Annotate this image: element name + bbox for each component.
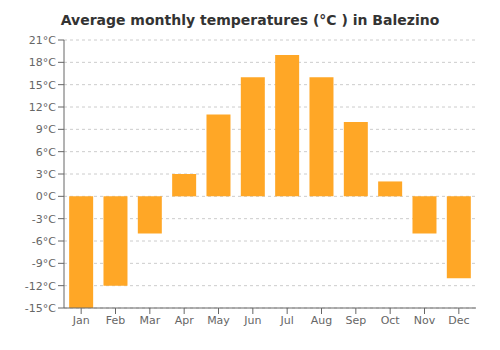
svg-text:-3°C: -3°C [32, 213, 56, 226]
svg-text:6°C: 6°C [36, 146, 56, 159]
svg-text:Mar: Mar [139, 314, 160, 327]
svg-text:-6°C: -6°C [32, 235, 56, 248]
svg-text:Jun: Jun [243, 314, 261, 327]
svg-text:Jul: Jul [280, 314, 294, 327]
svg-text:May: May [207, 314, 230, 327]
svg-text:12°C: 12°C [29, 101, 56, 114]
svg-text:Sep: Sep [345, 314, 366, 327]
html-text:Average monthly temperatures (: Average monthly temperatures (°C ) in Ba… [60, 12, 440, 28]
svg-text:Feb: Feb [106, 314, 125, 327]
svg-text:15°C: 15°C [29, 79, 56, 92]
svg-text:Apr: Apr [175, 314, 195, 327]
svg-text:21°C: 21°C [29, 34, 56, 47]
svg-text:Jan: Jan [72, 314, 90, 327]
svg-text:18°C: 18°C [29, 56, 56, 69]
svg-text:Oct: Oct [381, 314, 401, 327]
svg-text:3°C: 3°C [36, 168, 56, 181]
svg-text:-9°C: -9°C [32, 257, 56, 270]
svg-text:9°C: 9°C [36, 123, 56, 136]
svg-text:Dec: Dec [448, 314, 469, 327]
svg-text:Aug: Aug [311, 314, 332, 327]
svg-text:-15°C: -15°C [25, 302, 56, 315]
svg-text:0°C: 0°C [36, 190, 56, 203]
svg-text:-12°C: -12°C [25, 280, 56, 293]
svg-text:Nov: Nov [414, 314, 436, 327]
